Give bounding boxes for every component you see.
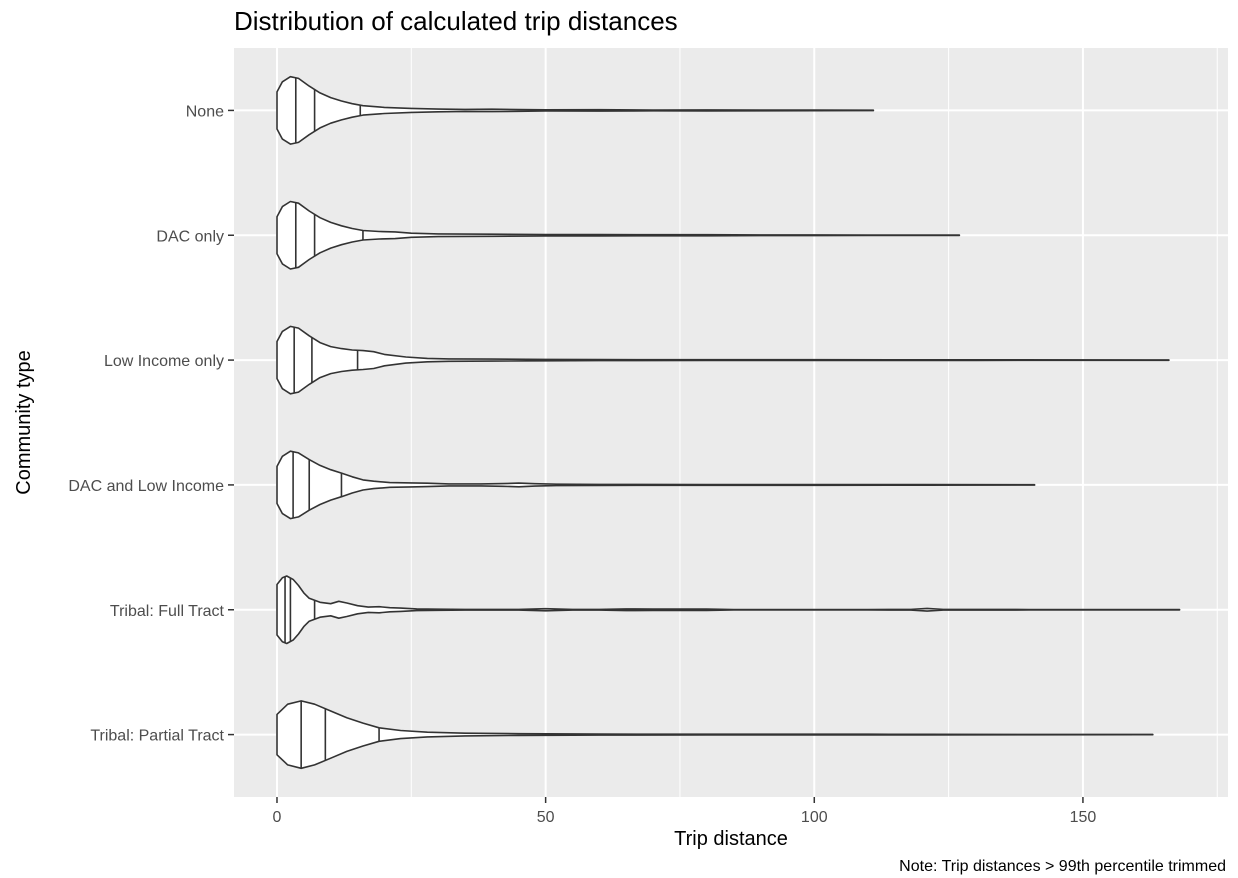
- x-tick-label: 150: [1070, 809, 1097, 826]
- violin-low-income-only: [276, 325, 1170, 395]
- y-tick-label: None: [186, 103, 224, 120]
- violin-tribal-partial-tract: [276, 700, 1154, 770]
- x-axis-title: Trip distance: [674, 828, 788, 850]
- violin-none: [276, 75, 875, 145]
- y-tick-label: Tribal: Partial Tract: [90, 728, 224, 745]
- x-tick-label: 50: [537, 809, 555, 826]
- chart-title: Distribution of calculated trip distance…: [234, 6, 678, 36]
- plot-panel: [234, 48, 1228, 797]
- violin-tribal-full-tract: [276, 575, 1181, 645]
- x-tick-label: 0: [273, 809, 282, 826]
- y-axis-title: Community type: [13, 350, 35, 495]
- y-tick-label: Tribal: Full Tract: [110, 603, 225, 620]
- x-axis: 0 50 100 150: [273, 797, 1097, 826]
- y-tick-label: Low Income only: [104, 353, 224, 370]
- violins: [276, 75, 1181, 770]
- y-tick-label: DAC and Low Income: [68, 478, 224, 495]
- x-tick-label: 100: [801, 809, 828, 826]
- violin-dac-and-low-income: [276, 450, 1036, 520]
- y-axis: None DAC only Low Income only DAC and Low I…: [68, 103, 234, 745]
- y-tick-label: DAC only: [156, 228, 224, 245]
- minor-gridlines: [410, 48, 1218, 797]
- chart-caption: Note: Trip distances > 99th percentile t…: [899, 858, 1226, 875]
- violin-dac-only: [276, 200, 961, 270]
